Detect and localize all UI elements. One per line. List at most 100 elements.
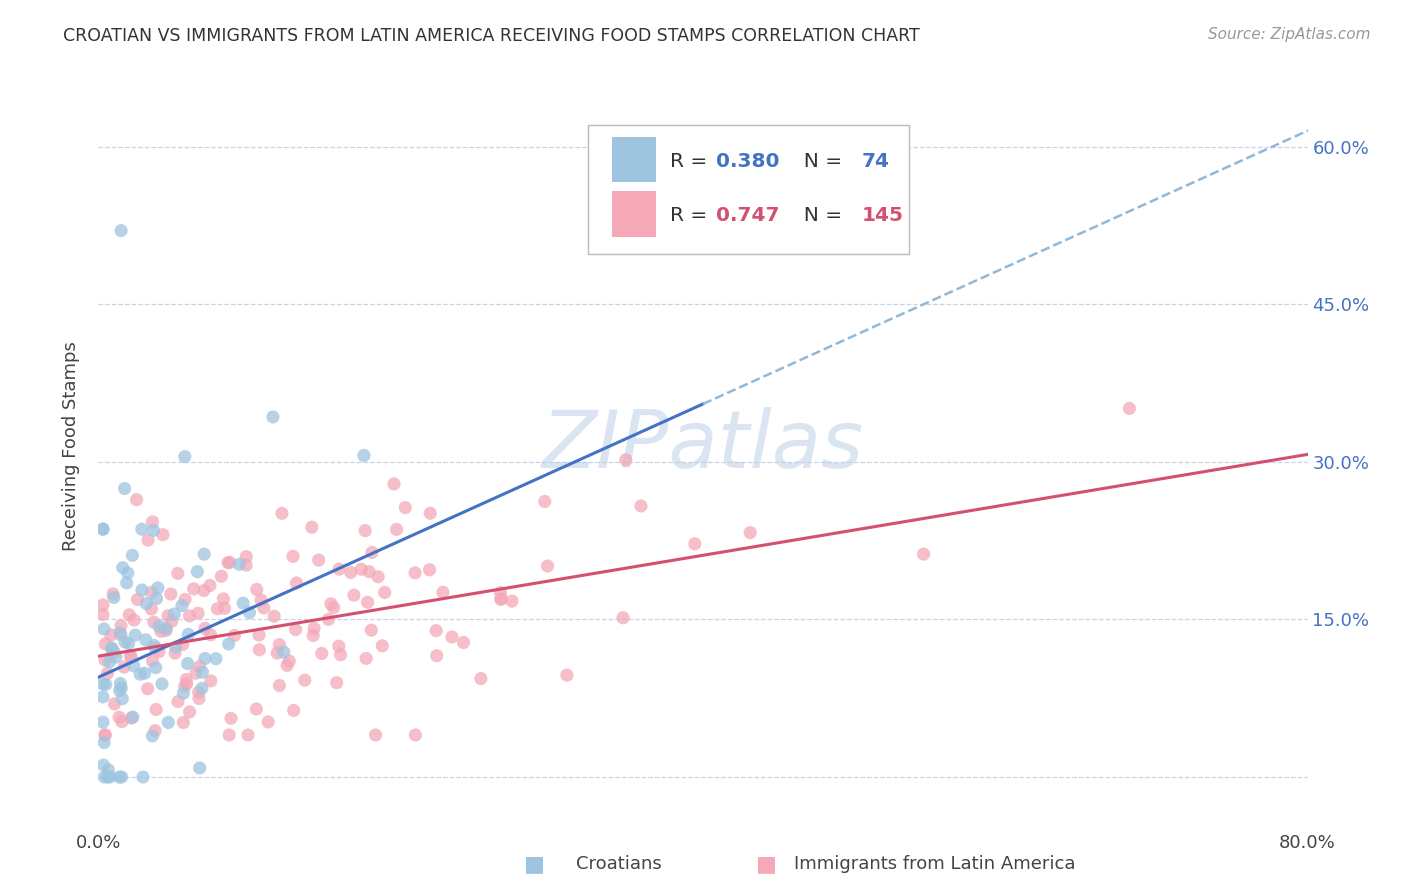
Point [148, 619, 170, 633]
Point [173, 450, 195, 464]
Point [110, 618, 132, 632]
Point [322, 600, 344, 615]
FancyBboxPatch shape [613, 192, 655, 236]
Point [97, 763, 120, 777]
Point [245, 702, 267, 716]
Point [374, 585, 396, 599]
Point [364, 728, 387, 742]
Point [146, 581, 169, 595]
Point [294, 673, 316, 687]
Point [218, 556, 240, 570]
Point [184, 666, 207, 681]
Point [232, 596, 254, 610]
Point [359, 565, 381, 579]
Point [167, 694, 190, 708]
Point [419, 563, 441, 577]
Point [120, 648, 142, 663]
Point [250, 593, 273, 607]
Point [176, 673, 198, 687]
Text: R =: R = [671, 152, 714, 171]
Text: 0.747: 0.747 [716, 206, 780, 226]
Point [141, 585, 163, 599]
Point [198, 578, 221, 592]
Point [188, 659, 211, 673]
Text: CROATIAN VS IMMIGRANTS FROM LATIN AMERICA RECEIVING FOOD STAMPS CORRELATION CHAR: CROATIAN VS IMMIGRANTS FROM LATIN AMERIC… [63, 27, 920, 45]
Point [269, 679, 291, 693]
Point [194, 622, 217, 636]
Point [200, 673, 222, 688]
Point [111, 560, 134, 574]
Point [111, 714, 134, 729]
Point [173, 679, 195, 693]
Point [353, 449, 375, 463]
Point [143, 723, 166, 738]
Point [142, 615, 165, 630]
Point [555, 668, 578, 682]
Point [489, 592, 512, 607]
Point [740, 525, 762, 540]
Point [155, 622, 177, 636]
Point [325, 675, 347, 690]
Point [354, 524, 377, 538]
Point [382, 477, 405, 491]
Point [308, 553, 330, 567]
Point [329, 648, 352, 662]
Point [285, 576, 308, 591]
Point [191, 681, 214, 696]
Point [104, 650, 127, 665]
Point [319, 597, 342, 611]
Point [160, 615, 183, 629]
Text: 0.380: 0.380 [716, 152, 780, 171]
Point [183, 582, 205, 596]
Point [108, 770, 131, 784]
Point [141, 729, 163, 743]
Point [194, 651, 217, 665]
Point [284, 623, 307, 637]
Point [193, 583, 215, 598]
Point [125, 492, 148, 507]
Point [108, 710, 131, 724]
Point [160, 587, 183, 601]
Point [491, 591, 513, 606]
Text: R =: R = [671, 206, 714, 226]
Point [93, 758, 115, 772]
Point [172, 686, 194, 700]
Point [136, 681, 159, 696]
Point [302, 621, 325, 635]
Point [156, 608, 179, 623]
Point [135, 597, 157, 611]
Point [176, 676, 198, 690]
Point [533, 494, 555, 508]
Text: Croatians: Croatians [576, 855, 662, 873]
Point [148, 645, 170, 659]
Point [404, 728, 426, 742]
Point [91, 607, 114, 622]
Point [273, 645, 295, 659]
Point [118, 607, 141, 622]
Point [112, 660, 135, 674]
Point [187, 606, 209, 620]
Point [98, 770, 121, 784]
Point [91, 690, 114, 704]
Point [200, 628, 222, 642]
Point [224, 628, 246, 642]
Point [94, 637, 117, 651]
Point [152, 527, 174, 541]
Text: 74: 74 [862, 152, 890, 171]
Text: ZIPatlas: ZIPatlas [541, 407, 865, 485]
Point [912, 547, 935, 561]
Point [94, 677, 117, 691]
Point [612, 611, 634, 625]
Point [141, 515, 163, 529]
Text: ■: ■ [524, 855, 544, 874]
Text: Immigrants from Latin America: Immigrants from Latin America [794, 855, 1076, 873]
Point [120, 711, 142, 725]
Point [135, 632, 157, 647]
Point [236, 728, 259, 742]
Point [117, 566, 139, 580]
Point [191, 665, 214, 680]
Point [276, 658, 298, 673]
Point [143, 640, 166, 655]
Point [91, 677, 114, 691]
Point [94, 728, 117, 742]
